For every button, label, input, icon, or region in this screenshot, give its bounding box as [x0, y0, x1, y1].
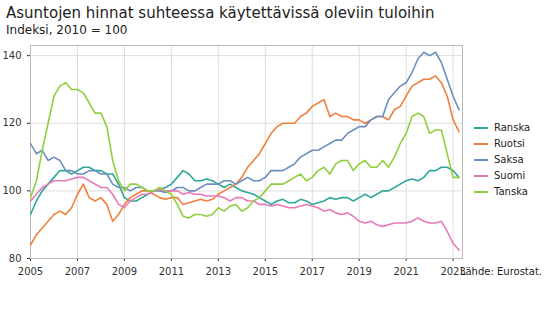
- html-text:Ranska: Ranska: [494, 122, 531, 133]
- html-text:Suomi: Suomi: [494, 170, 526, 181]
- svg-text:2019: 2019: [346, 266, 371, 277]
- svg-text:140: 140: [2, 50, 21, 61]
- svg-text:2023: 2023: [440, 265, 466, 277]
- svg-text:2021: 2021: [393, 266, 418, 277]
- svg-text:2013: 2013: [206, 266, 231, 277]
- svg-text:120: 120: [2, 117, 21, 128]
- svg-text:2017: 2017: [300, 266, 325, 277]
- svg-text:2009: 2009: [112, 266, 137, 277]
- svg-text:100: 100: [2, 185, 21, 196]
- html-text:Asuntojen hinnat suhteessa käy: Asuntojen hinnat suhteessa käytettävissä…: [6, 4, 435, 22]
- svg-text:2005: 2005: [18, 266, 43, 277]
- html-text:Lähde: Eurostat.: Lähde: Eurostat.: [459, 266, 542, 277]
- svg-text:2015: 2015: [253, 266, 278, 277]
- html-text:Ruotsi: Ruotsi: [494, 138, 525, 149]
- svg-text:2011: 2011: [159, 266, 184, 277]
- html-text:Saksa: Saksa: [494, 154, 524, 165]
- html-text:Indeksi, 2010 = 100: Indeksi, 2010 = 100: [6, 23, 128, 37]
- html-text:Tanska: Tanska: [494, 186, 528, 197]
- svg-text:2007: 2007: [65, 266, 90, 277]
- svg-text:80: 80: [9, 253, 22, 264]
